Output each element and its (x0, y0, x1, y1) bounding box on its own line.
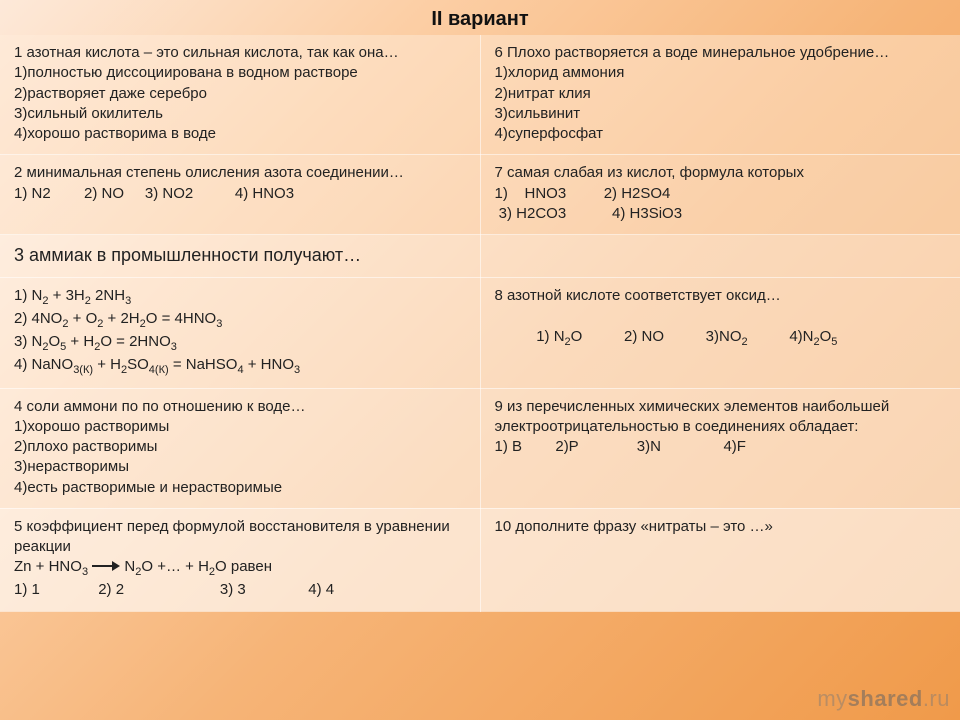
wm-a: my (817, 686, 847, 711)
t: O (48, 333, 60, 350)
t: + 3H (48, 287, 84, 304)
t: + O (68, 310, 97, 327)
q7-line2: 3) H2CO3 4) H3SiO3 (495, 204, 949, 224)
q1-stem: 1 азотная кислота – это сильная кислота,… (14, 43, 468, 63)
watermark: myshared.ru (817, 686, 950, 712)
q3-line1: 1) N2 + 3H2 2NH3 (14, 286, 468, 309)
cell-q9: 9 из перечисленных химических элементов … (480, 388, 960, 508)
page-title: II вариант (0, 8, 960, 31)
question-grid: 1 азотная кислота – это сильная кислота,… (0, 35, 960, 612)
q7-stem: 7 самая слабая из кислот, формула которы… (495, 163, 949, 183)
wm-b: shared (848, 686, 923, 711)
q3-line2: 2) 4NO2 + O2 + 2H2O = 4HNO3 (14, 309, 468, 332)
q3-line4: 4) NaNO3(К) + H2SO4(К) = NaHSO4 + HNO3 (14, 355, 468, 378)
t: + H (93, 356, 121, 373)
q10-stem: 10 дополните фразу «нитраты – это …» (495, 517, 949, 537)
q1-o3: 3)сильный окилитель (14, 104, 468, 124)
cell-q1: 1 азотная кислота – это сильная кислота,… (0, 35, 480, 155)
t: + H (66, 333, 94, 350)
cell-q4: 4 соли аммони по по отношению к воде… 1)… (0, 388, 480, 508)
cell-q2: 2 минимальная степень олисления азота со… (0, 155, 480, 235)
q8-opts: 1) N2O 2) NO 3)NO2 4)N2O5 (495, 307, 949, 370)
cell-q3-stem: 3 аммиак в промышленности получают… (0, 235, 480, 278)
q8-stem: 8 азотной кислоте соответствует оксид… (495, 286, 949, 306)
arrow-icon (92, 561, 120, 571)
cell-q8: 8 азотной кислоте соответствует оксид… 1… (480, 278, 960, 388)
q1-o1: 1)полностью диссоциирована в водном раст… (14, 63, 468, 83)
worksheet-page: II вариант 1 азотная кислота – это сильн… (0, 0, 960, 720)
q5-eq: Zn + HNO3 N2O +… + H2O равен (14, 557, 468, 580)
q1-o4: 4)хорошо растворима в воде (14, 124, 468, 144)
q6-o4: 4)суперфосфат (495, 124, 949, 144)
q4-o4: 4)есть растворимые и нерастворимые (14, 478, 468, 498)
q2-stem: 2 минимальная степень олисления азота со… (14, 163, 468, 183)
t: 4)N (748, 328, 814, 345)
cell-q5: 5 коэффициент перед формулой восстановит… (0, 508, 480, 611)
wm-c: .ru (923, 686, 950, 711)
t: O равен (215, 558, 272, 575)
t: SO (127, 356, 149, 373)
t: 2) 4NO (14, 310, 62, 327)
q2-opts: 1) N2 2) NO 3) NO2 4) HNO3 (14, 184, 468, 204)
t: N (124, 558, 135, 575)
q4-o3: 3)нерастворимы (14, 457, 468, 477)
cell-q10: 10 дополните фразу «нитраты – это …» (480, 508, 960, 611)
q3-line3: 3) N2O5 + H2O = 2HNO3 (14, 332, 468, 355)
t: 3) N (14, 333, 42, 350)
q4-stem: 4 соли аммони по по отношению к воде… (14, 397, 468, 417)
t: O = 4HNO (146, 310, 216, 327)
q6-o2: 2)нитрат клия (495, 84, 949, 104)
q9-opts: 1) B 2)P 3)N 4)F (495, 437, 949, 457)
t: 2NH (91, 287, 125, 304)
t: 4) NaNO (14, 356, 73, 373)
q3-stem: 3 аммиак в промышленности получают… (14, 243, 468, 267)
q6-stem: 6 Плохо растворяется а воде минеральное … (495, 43, 949, 63)
q4-o2: 2)плохо растворимы (14, 437, 468, 457)
t: O +… + H (141, 558, 209, 575)
cell-q6: 6 Плохо растворяется а воде минеральное … (480, 35, 960, 155)
cell-q7: 7 самая слабая из кислот, формула которы… (480, 155, 960, 235)
t: + HNO (244, 356, 294, 373)
q9-stem: 9 из перечисленных химических элементов … (495, 397, 949, 438)
cell-empty-r3 (480, 235, 960, 278)
q6-o1: 1)хлорид аммония (495, 63, 949, 83)
t: = NaHSO (169, 356, 238, 373)
t: + 2H (103, 310, 139, 327)
t: 1) N (14, 287, 42, 304)
q5-stem: 5 коэффициент перед формулой восстановит… (14, 517, 468, 558)
q7-line1: 1) HNO3 2) H2SO4 (495, 184, 949, 204)
t: 1) N (536, 328, 564, 345)
q1-o2: 2)растворяет даже серебро (14, 84, 468, 104)
q5-opts: 1) 1 2) 2 3) 3 4) 4 (14, 580, 468, 600)
t: O (820, 328, 832, 345)
t: Zn + HNO (14, 558, 82, 575)
q4-o1: 1)хорошо растворимы (14, 417, 468, 437)
cell-q3-opts: 1) N2 + 3H2 2NH3 2) 4NO2 + O2 + 2H2O = 4… (0, 278, 480, 388)
t: O = 2HNO (100, 333, 170, 350)
t: O 2) NO 3)NO (571, 328, 742, 345)
q6-o3: 3)сильвинит (495, 104, 949, 124)
